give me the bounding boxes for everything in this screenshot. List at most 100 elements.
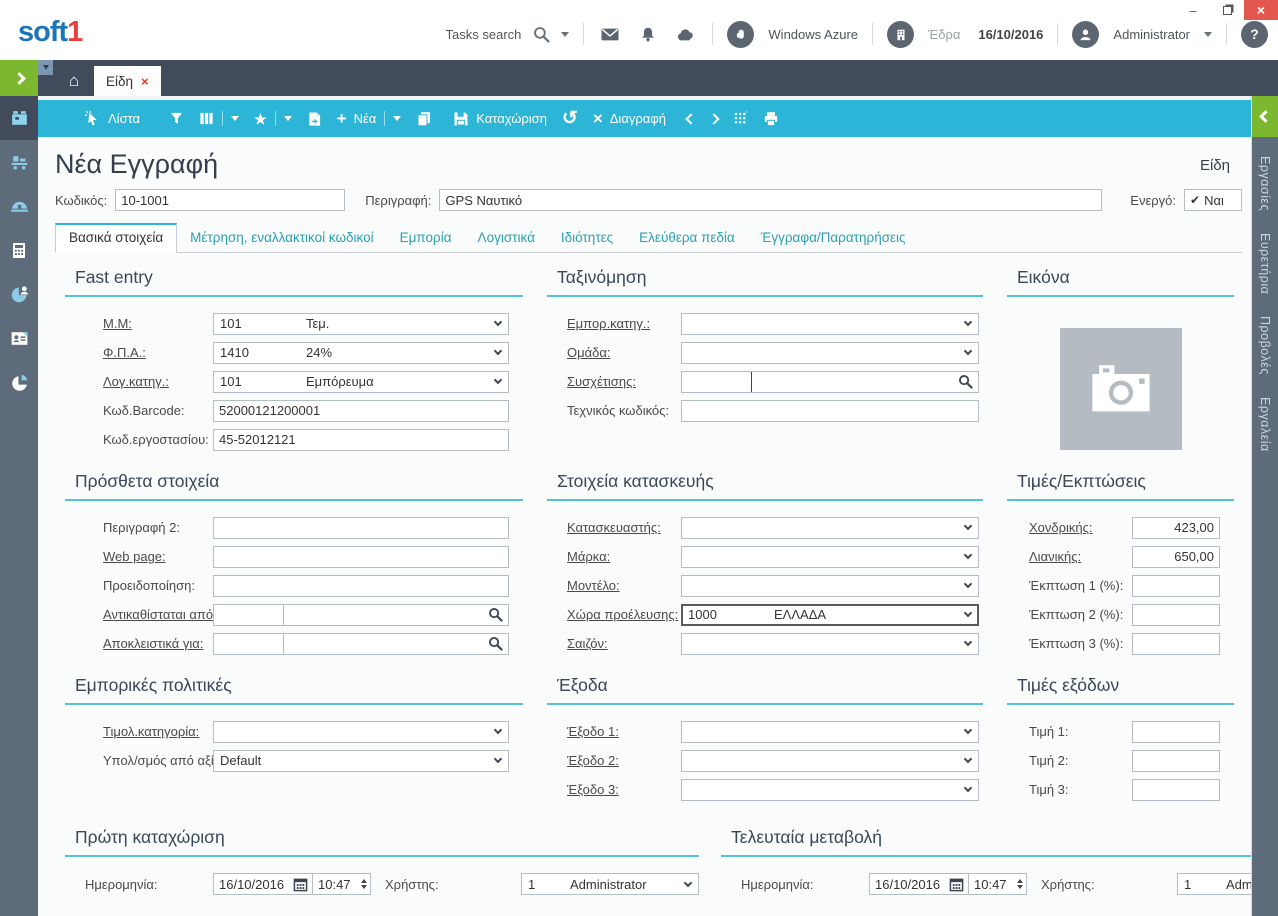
replaced-by-code-box[interactable] — [214, 604, 284, 625]
exclusive-for-search-field[interactable] — [213, 632, 509, 655]
factory-code-input[interactable] — [213, 428, 509, 451]
relation-search-field[interactable] — [681, 370, 979, 393]
vat-combo[interactable]: 1410 24% — [213, 341, 509, 364]
spinner-down-icon[interactable] — [361, 885, 367, 889]
maximize-button[interactable] — [1210, 0, 1244, 20]
sidebar-tab-tools[interactable]: Εργαλεία — [1258, 397, 1272, 452]
save-button[interactable]: Καταχώριση — [453, 111, 547, 127]
sidebar-item-contacts[interactable] — [0, 316, 38, 360]
last-change-date-input[interactable]: 16/10/2016 — [869, 873, 969, 895]
copy-button[interactable] — [416, 111, 432, 127]
notifications-bell-icon[interactable] — [636, 24, 660, 44]
brand-label[interactable]: Μάρκα: — [567, 549, 611, 564]
item-image-placeholder[interactable] — [1059, 328, 1182, 450]
webpage-input[interactable] — [213, 545, 509, 568]
expense3-combo[interactable] — [681, 778, 979, 801]
comm-category-combo[interactable] — [681, 312, 979, 335]
sidebar-tab-tasks[interactable]: Εργασίες — [1258, 156, 1272, 212]
first-entry-date-input[interactable]: 16/10/2016 — [213, 873, 313, 895]
exclusive-for-code-box[interactable] — [214, 633, 284, 654]
acc-category-combo[interactable]: 101 Εμπόρευμα — [213, 370, 509, 393]
azure-label[interactable]: Windows Azure — [768, 26, 858, 42]
discount3-input[interactable] — [1132, 632, 1220, 655]
branch-building-icon[interactable] — [887, 20, 914, 48]
help-icon[interactable]: ? — [1241, 20, 1268, 48]
tab-accounting[interactable]: Λογιστικά — [477, 230, 535, 245]
mm-combo[interactable]: 101 Τεμ. — [213, 312, 509, 335]
mail-icon[interactable] — [598, 24, 622, 44]
tab-basic-info[interactable]: Βασικά στοιχεία — [55, 223, 178, 253]
group-label[interactable]: Ομάδα: — [567, 345, 611, 360]
spinner-down-icon[interactable] — [1017, 885, 1023, 889]
warning-input[interactable] — [213, 574, 509, 597]
tasks-search[interactable]: Tasks search — [446, 24, 570, 44]
new-dropdown-icon[interactable] — [393, 116, 402, 121]
mm-label[interactable]: Μ.Μ: — [103, 316, 132, 331]
sidebar-item-items[interactable] — [0, 96, 38, 140]
related-grid-button[interactable] — [733, 111, 748, 126]
tech-code-input[interactable] — [681, 399, 979, 422]
origin-country-combo[interactable]: 1000 ΕΛΛΑΔΑ — [681, 603, 979, 626]
exclusive-for-label[interactable]: Αποκλειστικά για: — [103, 636, 204, 651]
expense2-label[interactable]: Έξοδο 2: — [567, 753, 619, 768]
export-button[interactable] — [307, 111, 322, 127]
previous-record-button[interactable] — [685, 112, 697, 125]
azure-icon[interactable] — [727, 20, 755, 48]
tab-list-dropdown[interactable] — [38, 60, 53, 75]
close-button[interactable]: × — [1244, 0, 1278, 20]
tab-properties[interactable]: Ιδιότητες — [560, 230, 614, 245]
price1-input[interactable] — [1132, 720, 1220, 743]
description2-input[interactable] — [213, 516, 509, 539]
season-combo[interactable] — [681, 632, 979, 655]
retail-price-input[interactable] — [1132, 545, 1220, 568]
tab-commerce[interactable]: Εμπορία — [399, 230, 452, 245]
new-button[interactable]: + Νέα — [337, 110, 402, 127]
delete-button[interactable]: × Διαγραφή — [593, 110, 666, 127]
filter-button[interactable] — [169, 111, 184, 126]
list-button[interactable]: Λίστα — [84, 110, 140, 127]
comm-category-label[interactable]: Εμπορ.κατηγ.: — [567, 316, 651, 331]
model-combo[interactable] — [681, 574, 979, 597]
first-entry-user-combo[interactable]: 1 Administrator — [521, 873, 699, 895]
first-entry-time-input[interactable]: 10:47 — [313, 873, 371, 895]
print-button[interactable] — [763, 111, 779, 127]
expand-menu-button[interactable] — [0, 60, 38, 96]
code-input[interactable] — [115, 189, 346, 211]
collapse-panel-button[interactable] — [1252, 96, 1278, 137]
manufacturer-combo[interactable] — [681, 516, 979, 539]
undo-button[interactable]: ↺ — [562, 109, 578, 128]
price2-input[interactable] — [1132, 749, 1220, 772]
favorites-button[interactable]: ★ — [254, 111, 292, 126]
sidebar-tab-indexes[interactable]: Ευρετήρια — [1258, 233, 1272, 295]
manufacturer-label[interactable]: Κατασκευαστής: — [567, 520, 661, 535]
sidebar-item-customers[interactable] — [0, 272, 38, 316]
cloud-icon[interactable] — [674, 24, 698, 44]
invoice-category-label[interactable]: Τιμολ.κατηγορία: — [103, 724, 200, 739]
calc-from-value-combo[interactable]: Default — [213, 749, 509, 772]
wholesale-price-input[interactable] — [1132, 516, 1220, 539]
minimize-button[interactable]: – — [1176, 0, 1210, 20]
vat-label[interactable]: Φ.Π.Α.: — [103, 345, 146, 360]
season-label[interactable]: Σαιζόν: — [567, 636, 608, 651]
wholesale-label[interactable]: Χονδρικής: — [1029, 520, 1093, 535]
expense1-combo[interactable] — [681, 720, 979, 743]
home-tab[interactable]: ⌂ — [54, 66, 94, 96]
sidebar-item-warehouse[interactable] — [0, 184, 38, 228]
replaced-by-search-field[interactable] — [213, 603, 509, 626]
discount1-input[interactable] — [1132, 574, 1220, 597]
last-change-time-input[interactable]: 10:47 — [969, 873, 1027, 895]
user-avatar-icon[interactable] — [1072, 20, 1100, 48]
replaced-by-label[interactable]: Αντικαθίσταται από: — [103, 607, 217, 622]
acc-category-label[interactable]: Λογ.κατηγ.: — [103, 374, 169, 389]
tab-measurement-codes[interactable]: Μέτρηση, εναλλακτικοί κωδικοί — [190, 230, 374, 245]
sidebar-item-accounting[interactable] — [0, 228, 38, 272]
origin-country-label[interactable]: Χώρα προέλευσης: — [567, 607, 679, 622]
tab-close-icon[interactable]: × — [141, 73, 149, 89]
spinner-up-icon[interactable] — [361, 879, 367, 883]
group-combo[interactable] — [681, 341, 979, 364]
description-input[interactable] — [439, 189, 1103, 211]
time-spinner[interactable] — [1017, 879, 1023, 889]
user-menu[interactable]: Administrator — [1113, 26, 1190, 42]
layout-dropdown-icon[interactable] — [231, 116, 240, 121]
favorites-dropdown-icon[interactable] — [283, 116, 292, 121]
